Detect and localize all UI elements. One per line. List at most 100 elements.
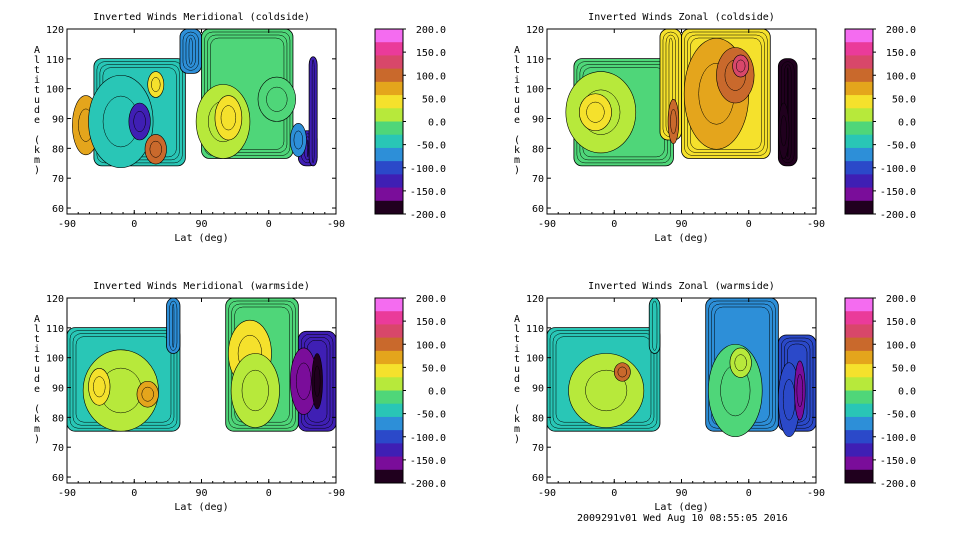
x-tick-label: 0 bbox=[266, 219, 272, 230]
colorbar-swatch bbox=[845, 174, 873, 189]
colorbar-tick-label: 50.0 bbox=[422, 363, 446, 374]
contour-blob bbox=[613, 362, 631, 382]
contour-blob bbox=[128, 102, 151, 141]
contour-line bbox=[169, 300, 178, 351]
x-tick-label: 0 bbox=[131, 488, 137, 499]
y-axis-label-char: ( bbox=[34, 404, 40, 415]
contour-blob bbox=[214, 95, 243, 141]
colorbar-tick-label: -200.0 bbox=[410, 479, 446, 490]
x-tick-label: -90 bbox=[538, 219, 556, 230]
x-tick-label: -90 bbox=[807, 219, 825, 230]
contour-line bbox=[586, 101, 605, 123]
x-tick-label: 90 bbox=[675, 488, 687, 499]
contour-blob bbox=[568, 353, 645, 428]
colorbar-swatch bbox=[845, 443, 873, 458]
chart-title: Inverted Winds Meridional (coldside) bbox=[93, 12, 310, 23]
y-tick-label: 100 bbox=[46, 85, 64, 96]
y-axis-label-char: ) bbox=[514, 165, 520, 176]
contour-line bbox=[188, 37, 193, 65]
y-tick-label: 60 bbox=[532, 473, 544, 484]
contour-line bbox=[293, 130, 304, 150]
y-axis-label-char: A bbox=[514, 45, 520, 56]
y-axis-label-char: t bbox=[514, 65, 520, 76]
x-tick-label: 0 bbox=[746, 488, 752, 499]
colorbar-tick-label: -200.0 bbox=[410, 210, 446, 221]
chart-title: Inverted Winds Meridional (warmside) bbox=[93, 281, 310, 292]
colorbar-swatch bbox=[845, 377, 873, 391]
chart-panel-4: Inverted Winds Zonal (warmside) 120 110 100… bbox=[514, 281, 916, 513]
y-axis-label-char: u bbox=[514, 95, 520, 106]
colorbar-swatch bbox=[845, 416, 873, 431]
contour-line bbox=[311, 59, 315, 164]
colorbar-swatch bbox=[845, 390, 873, 405]
contour-blob bbox=[289, 123, 307, 157]
contour-blob bbox=[144, 134, 167, 165]
colorbar-swatch bbox=[845, 95, 873, 109]
y-axis-label-char: t bbox=[34, 65, 40, 76]
y-tick-label: 90 bbox=[532, 115, 544, 126]
contour-line bbox=[549, 330, 658, 429]
contour-line bbox=[585, 369, 628, 412]
colorbar-swatch bbox=[375, 377, 403, 391]
contour-blob bbox=[88, 367, 111, 406]
contour-blob bbox=[794, 360, 806, 421]
x-tick-label: 0 bbox=[746, 219, 752, 230]
contour-line bbox=[172, 303, 175, 348]
colorbar-swatch bbox=[845, 121, 873, 136]
colorbar-tick-label: -50.0 bbox=[886, 141, 916, 152]
contour-line bbox=[220, 105, 237, 131]
y-tick-label: 70 bbox=[52, 443, 64, 454]
colorbar-tick-label: 0.0 bbox=[898, 118, 916, 129]
colorbar-swatch bbox=[845, 68, 873, 83]
colorbar-swatch bbox=[845, 430, 873, 444]
contour-blob bbox=[311, 353, 323, 410]
contour-line bbox=[651, 300, 658, 351]
contour-blob bbox=[778, 102, 790, 159]
x-tick-label: -90 bbox=[58, 488, 76, 499]
colorbar-tick-label: -50.0 bbox=[886, 410, 916, 421]
colorbar-swatch bbox=[375, 403, 403, 418]
contour-line bbox=[266, 86, 288, 112]
colorbar-swatch bbox=[375, 416, 403, 431]
contour-blob bbox=[147, 71, 165, 98]
y-axis-label-char: i bbox=[34, 75, 40, 86]
y-axis-label-char: ) bbox=[34, 165, 40, 176]
colorbar-tick-label: -150.0 bbox=[410, 187, 446, 198]
contour-line bbox=[182, 31, 199, 71]
y-axis-label-char: A bbox=[514, 314, 520, 325]
colorbar-tick-label: 150.0 bbox=[416, 317, 446, 328]
colorbar-swatch bbox=[845, 456, 873, 471]
x-tick-label: 90 bbox=[195, 488, 207, 499]
x-tick-label: -90 bbox=[807, 488, 825, 499]
contour-line bbox=[307, 139, 309, 158]
colorbar-swatch bbox=[375, 68, 403, 83]
y-axis-label-char: i bbox=[514, 75, 520, 86]
colorbar-tick-label: 150.0 bbox=[416, 48, 446, 59]
y-tick-label: 110 bbox=[46, 324, 64, 335]
colorbar-tick-label: -100.0 bbox=[410, 433, 446, 444]
y-axis-label-char: m bbox=[514, 424, 520, 435]
y-axis-label-char: u bbox=[514, 364, 520, 375]
colorbar-tick-label: 200.0 bbox=[886, 25, 916, 36]
y-tick-label: 80 bbox=[52, 144, 64, 155]
contour-field bbox=[67, 298, 336, 432]
contour-region bbox=[166, 298, 181, 354]
y-tick-label: 60 bbox=[52, 473, 64, 484]
colorbar-swatch bbox=[845, 42, 873, 56]
y-tick-label: 100 bbox=[526, 354, 544, 365]
y-axis-label-char: e bbox=[514, 384, 520, 395]
contour-line bbox=[296, 362, 312, 400]
x-tick-label: -90 bbox=[58, 219, 76, 230]
contour-line bbox=[93, 376, 106, 398]
y-tick-label: 120 bbox=[526, 294, 544, 305]
x-axis-label: Lat (deg) bbox=[174, 502, 228, 513]
colorbar-tick-label: 200.0 bbox=[886, 294, 916, 305]
y-axis-label-char: e bbox=[34, 115, 40, 126]
y-axis-label-char: k bbox=[514, 414, 520, 425]
colorbar-swatch bbox=[375, 42, 403, 56]
y-tick-label: 110 bbox=[526, 324, 544, 335]
colorbar-tick-label: -200.0 bbox=[880, 210, 916, 221]
